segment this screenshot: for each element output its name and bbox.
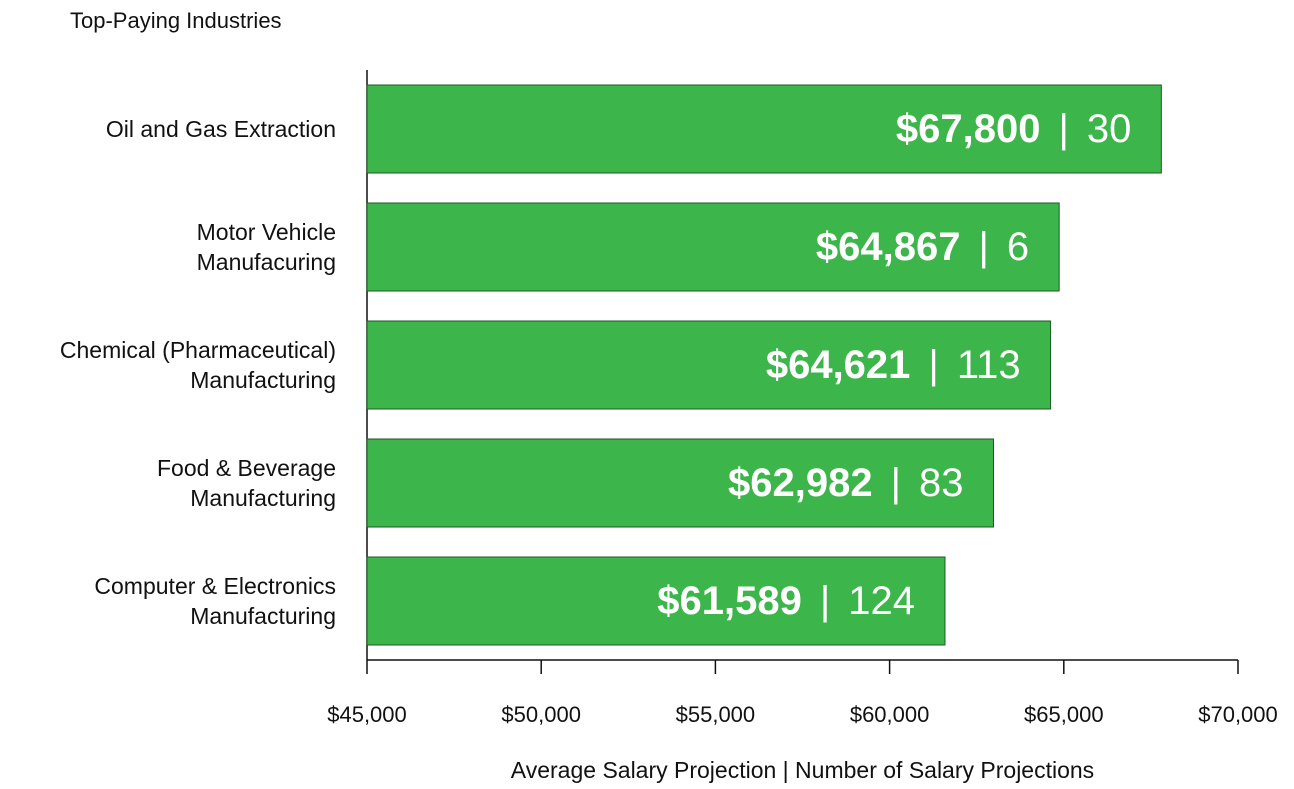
label-separator: | (891, 461, 901, 505)
count-label: 113 (957, 343, 1021, 387)
x-tick-label: $70,000 (1198, 702, 1278, 727)
data-label: $64,621 | 113 (766, 343, 1021, 387)
value-label: $67,800 (896, 107, 1041, 151)
count-label: 124 (848, 579, 915, 623)
label-separator: | (979, 225, 989, 269)
y-tick-label: Chemical (Pharmaceutical) Manufacturing (59, 337, 336, 393)
data-label: $62,982 | 83 (728, 461, 963, 505)
y-tick-label: Motor Vehicle Manufacuring (196, 219, 336, 275)
x-tick-label: $45,000 (327, 702, 407, 727)
bar (366, 84, 1162, 174)
value-label: $61,589 (657, 579, 802, 623)
data-label: $61,589 | 124 (657, 579, 915, 623)
x-tick-label: $65,000 (1024, 702, 1104, 727)
value-label: $62,982 (728, 461, 873, 505)
count-label: 6 (1007, 225, 1029, 269)
data-label: $64,867 | 6 (816, 225, 1029, 269)
chart-title: Top-Paying Industries (70, 8, 282, 33)
x-tick-label: $55,000 (676, 702, 756, 727)
y-tick-label: Computer & Electronics Manufacturing (94, 573, 336, 629)
count-label: 30 (1087, 107, 1132, 151)
bar (366, 438, 994, 528)
bar (366, 202, 1060, 292)
label-separator: | (928, 343, 938, 387)
value-label: $64,621 (766, 343, 911, 387)
y-tick-label: Oil and Gas Extraction (105, 116, 336, 142)
value-label: $64,867 (816, 225, 961, 269)
bar (366, 556, 946, 646)
data-label: $67,800 | 30 (896, 107, 1131, 151)
label-separator: | (1058, 107, 1068, 151)
y-tick-label: Food & Beverage Manufacturing (156, 455, 336, 511)
label-separator: | (820, 579, 830, 623)
bar (366, 320, 1052, 410)
x-tick-label: $50,000 (501, 702, 581, 727)
x-axis-label: Average Salary Projection | Number of Sa… (510, 757, 1095, 783)
count-label: 83 (919, 461, 964, 505)
x-tick-label: $60,000 (850, 702, 930, 727)
